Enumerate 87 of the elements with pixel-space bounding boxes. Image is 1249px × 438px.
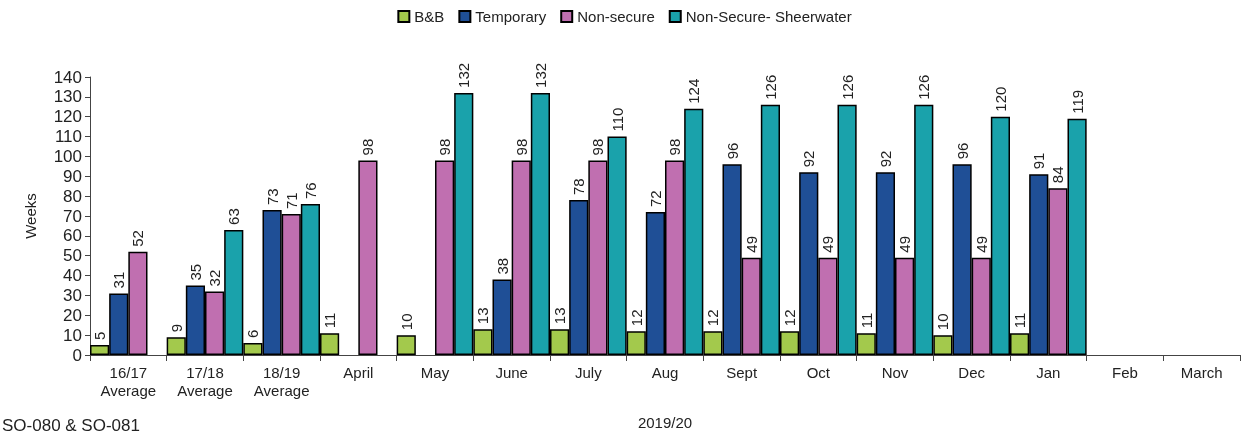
data-label: 76: [301, 182, 319, 200]
y-tick-label: 30: [63, 285, 82, 305]
data-label: 73: [263, 188, 281, 206]
data-label: 98: [589, 138, 607, 156]
y-tick-label: 10: [63, 325, 82, 345]
data-label: 49: [819, 236, 837, 253]
legend-label: Non-secure: [577, 8, 655, 25]
y-axis-title: Weeks: [22, 193, 39, 239]
text: SO-080 & SO-081: [2, 416, 140, 435]
data-label: 11: [321, 312, 339, 329]
y-tick-label: 50: [63, 246, 82, 266]
y-tick-label: 90: [63, 166, 82, 186]
data-label: 32: [206, 269, 224, 287]
data-label: 5: [91, 331, 109, 341]
data-label: 78: [570, 178, 588, 196]
y-tick-label: 120: [53, 107, 82, 127]
data-label: 96: [723, 142, 741, 160]
x-tick-label: Sept: [726, 363, 758, 381]
x-tick-label: 17/18 Average: [177, 363, 233, 399]
data-label: 12: [627, 309, 645, 327]
x-axis-title: 2019/20: [637, 414, 693, 431]
legend-label: Non-Secure- Sheerwater: [685, 8, 852, 25]
data-label: 10: [934, 313, 952, 331]
bar: [396, 335, 416, 355]
x-tick-label: July: [574, 363, 603, 381]
data-label: 92: [876, 150, 894, 168]
x-tick-label: Aug: [651, 363, 679, 381]
data-label: 12: [704, 309, 722, 327]
data-label: 119: [1068, 89, 1086, 114]
data-label: 110: [608, 107, 626, 132]
data-label: 13: [474, 307, 492, 325]
data-label: 72: [646, 190, 664, 208]
data-label: 63: [225, 208, 243, 225]
data-label: 11: [857, 312, 875, 329]
y-tick-label: 80: [63, 186, 82, 206]
data-label: 124: [685, 78, 703, 104]
x-tick-label: Jan: [1036, 363, 1061, 381]
x-tick-label: Feb: [1112, 363, 1138, 381]
x-tick-label: Dec: [958, 363, 986, 381]
x-tick-label: April: [343, 363, 374, 381]
data-label: 126: [761, 74, 779, 100]
y-tick-label: 110: [54, 127, 82, 147]
y-tick-label: 140: [53, 67, 82, 87]
data-label: 96: [953, 142, 971, 160]
data-label: 84: [1049, 166, 1067, 184]
bar: [358, 160, 378, 355]
y-tick-label: 60: [63, 226, 82, 246]
x-tick-label: Oct: [806, 363, 831, 381]
y-tick-label: 40: [63, 266, 82, 286]
x-tick-label: June: [495, 363, 528, 381]
x-tick-label: March: [1180, 363, 1223, 381]
data-label: 91: [1030, 152, 1048, 170]
data-label: 49: [896, 236, 914, 253]
data-label: 132: [455, 62, 473, 88]
data-label: 49: [972, 236, 990, 253]
data-label: 49: [742, 236, 760, 253]
data-label: 31: [110, 271, 128, 289]
data-label: 132: [531, 62, 549, 88]
data-label: 35: [186, 263, 204, 281]
data-label: 12: [781, 309, 799, 327]
data-label: 13: [551, 307, 569, 325]
data-label: 9: [167, 323, 185, 333]
legend-label: B&B: [414, 8, 445, 25]
data-label: 98: [359, 138, 377, 156]
x-tick-label: Nov: [881, 363, 909, 381]
data-label: 126: [838, 74, 856, 100]
data-label: 38: [493, 257, 511, 275]
legend-label: Temporary: [475, 8, 547, 25]
x-tick-label: 18/19 Average: [253, 363, 310, 399]
y-tick-label: 100: [53, 146, 82, 166]
y-tick-label: 130: [53, 87, 82, 107]
data-label: 10: [397, 313, 415, 331]
y-tick-label: 0: [72, 345, 82, 365]
data-label: 52: [129, 230, 147, 247]
data-label: 98: [512, 138, 530, 156]
data-label: 11: [1011, 312, 1029, 329]
x-tick-label: May: [420, 363, 450, 381]
y-tick-label: 20: [63, 305, 82, 325]
data-label: 126: [915, 74, 933, 100]
data-label: 71: [282, 192, 300, 210]
x-tick-label: 16/17 Average: [100, 363, 157, 399]
y-tick-label: 70: [63, 206, 82, 226]
data-label: 98: [436, 138, 454, 156]
data-label: 120: [991, 86, 1009, 112]
data-label: 98: [666, 138, 684, 156]
data-label: 6: [244, 329, 262, 339]
data-label: 92: [800, 150, 818, 168]
